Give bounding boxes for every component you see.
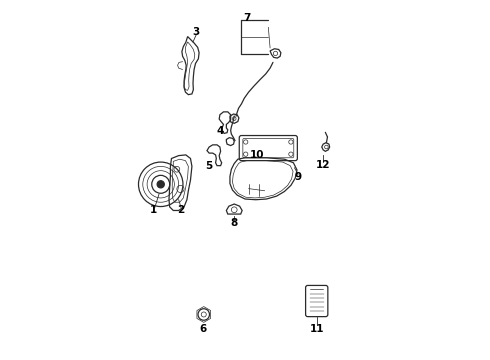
- Circle shape: [157, 181, 164, 188]
- Text: 2: 2: [177, 206, 185, 216]
- Text: 11: 11: [310, 324, 324, 334]
- Text: 6: 6: [200, 324, 207, 334]
- Text: 3: 3: [193, 27, 200, 37]
- Text: 1: 1: [150, 206, 157, 216]
- Text: 5: 5: [205, 161, 212, 171]
- Text: 10: 10: [249, 150, 264, 160]
- Text: 9: 9: [294, 172, 302, 182]
- Text: 4: 4: [217, 126, 224, 135]
- Text: 12: 12: [316, 160, 330, 170]
- Text: 8: 8: [230, 218, 237, 228]
- Text: 7: 7: [243, 13, 250, 23]
